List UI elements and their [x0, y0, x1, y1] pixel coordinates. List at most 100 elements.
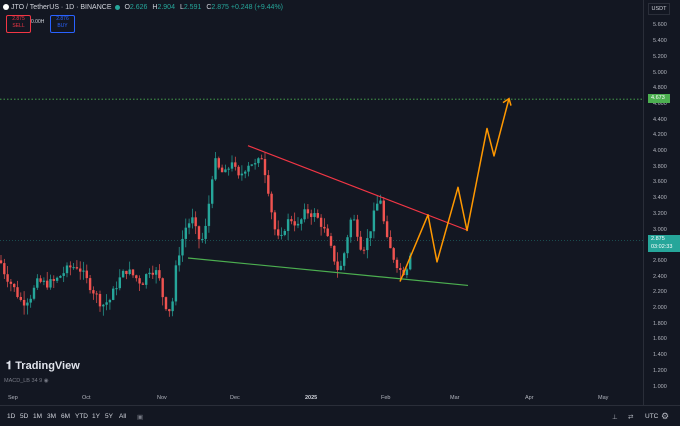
candle-body [178, 255, 181, 266]
candle-body [389, 237, 392, 249]
candle-body [399, 268, 402, 271]
candle-body [409, 255, 412, 270]
settings-gear-icon[interactable]: ⚙ [661, 411, 670, 421]
candle-body [290, 219, 293, 222]
time-tick-label: Apr [525, 395, 534, 401]
candle-body [3, 263, 6, 275]
candle-body [227, 168, 230, 170]
spread-value: 0.00H [31, 19, 45, 25]
candle-body [88, 278, 92, 291]
candle-body [121, 270, 125, 278]
candle-body [22, 299, 26, 306]
price-tick-label: 2.000 [653, 305, 667, 311]
open-label: O [124, 4, 130, 11]
symbol-title[interactable]: JTO / TetherUS · 1D · BINANCE [11, 4, 112, 11]
price-tick-label: 1.000 [653, 383, 667, 390]
candle-body [191, 217, 194, 224]
price-tick-label: 3.200 [653, 210, 667, 217]
sell-button[interactable]: 2.875 SELL [6, 15, 31, 33]
candle-body [115, 288, 118, 290]
candle-body [164, 297, 168, 310]
range-3m[interactable]: 3M [47, 413, 57, 420]
candle-body [187, 223, 191, 228]
candle-body [79, 268, 82, 272]
time-axis[interactable]: Sep Oct Nov Dec 2025 Feb Mar Apr May [0, 393, 643, 405]
price-axis[interactable]: 5.600 5.400 5.200 5.000 4.800 4.600 4.400 4.200… [643, 0, 680, 405]
timezone-label[interactable]: UTC [645, 413, 659, 420]
candle-body [197, 226, 201, 240]
candle-body [46, 280, 49, 288]
candle-body [19, 296, 22, 300]
candle-body [85, 270, 88, 279]
range-5d[interactable]: 5D [20, 413, 29, 420]
candle-body [141, 283, 145, 285]
price-chart[interactable] [0, 0, 643, 393]
candle-body [168, 309, 171, 312]
time-tick-label: Nov [157, 395, 167, 401]
candle-body [336, 261, 339, 271]
candle-body [65, 265, 69, 274]
sell-label: SELL [12, 23, 25, 29]
price-tick-label: 4.800 [653, 85, 667, 92]
candle-body [395, 259, 399, 269]
candle-body [207, 203, 211, 226]
candle-body [247, 165, 250, 172]
support-trendline [187, 257, 469, 287]
currency-selector[interactable]: USDT [648, 3, 670, 15]
indicator-label: MACD_LB 34 9 [4, 378, 43, 384]
candle-body [273, 212, 277, 230]
candle-body [356, 219, 359, 237]
candle-body [181, 238, 184, 256]
range-1d[interactable]: 1D [7, 413, 16, 420]
candle-body [376, 203, 379, 211]
candle-body [211, 179, 214, 204]
projection-arrowhead [502, 97, 512, 106]
price-tick-label: 4.400 [653, 116, 667, 123]
candle-body [118, 277, 121, 289]
range-5y[interactable]: 5Y [105, 413, 113, 420]
eye-icon[interactable]: ◉ [43, 378, 49, 384]
candle-body [52, 279, 55, 281]
candle-body [49, 279, 52, 288]
candle-body [75, 267, 79, 269]
candle-body [343, 253, 346, 266]
goto-date-icon[interactable]: ⊥ [612, 414, 618, 421]
candle-body [323, 226, 326, 229]
range-ytd[interactable]: YTD [75, 413, 88, 420]
time-tick-label: Mar [450, 395, 460, 401]
candle-body [98, 293, 102, 307]
range-all[interactable]: All [119, 413, 127, 420]
candle-body [108, 299, 112, 303]
price-tick-label: 1.600 [653, 336, 667, 343]
range-6m[interactable]: 6M [61, 413, 71, 420]
buy-button[interactable]: 2.876 BUY [50, 15, 75, 33]
candle-body [0, 260, 3, 264]
range-1m[interactable]: 1M [33, 413, 43, 420]
candle-body [214, 158, 217, 180]
candle-body [230, 162, 234, 169]
current-price-label: 2.875 03:02:33 [648, 235, 680, 252]
price-tick-label: 3.600 [653, 179, 667, 186]
adjust-data-icon[interactable]: ⇄ [628, 414, 634, 421]
buy-label: BUY [57, 23, 68, 29]
candle-body [270, 193, 273, 213]
price-tick-label: 4.000 [653, 148, 667, 154]
price-tick-label: 3.800 [653, 163, 667, 170]
price-tick-label: 1.400 [653, 352, 667, 359]
buy-price: 2.876 [56, 16, 69, 22]
candle-body [366, 238, 369, 251]
high-label: H [152, 4, 158, 11]
candle-body [283, 230, 286, 235]
date-range-icon[interactable]: ▣ [137, 414, 144, 421]
candle-body [204, 225, 207, 239]
resistance-trendline [247, 145, 469, 232]
price-tick-label: 5.600 [653, 22, 667, 29]
candle-body [310, 213, 313, 217]
indicator-legend[interactable]: MACD_LB 34 9 ◉ [4, 378, 49, 384]
candle-body [128, 269, 131, 275]
candle-body [42, 280, 46, 282]
candle-countdown: 03:02:33 [651, 244, 673, 250]
high-value: 2.904 [157, 4, 175, 11]
candle-body [240, 173, 244, 176]
range-1y[interactable]: 1Y [92, 413, 100, 420]
